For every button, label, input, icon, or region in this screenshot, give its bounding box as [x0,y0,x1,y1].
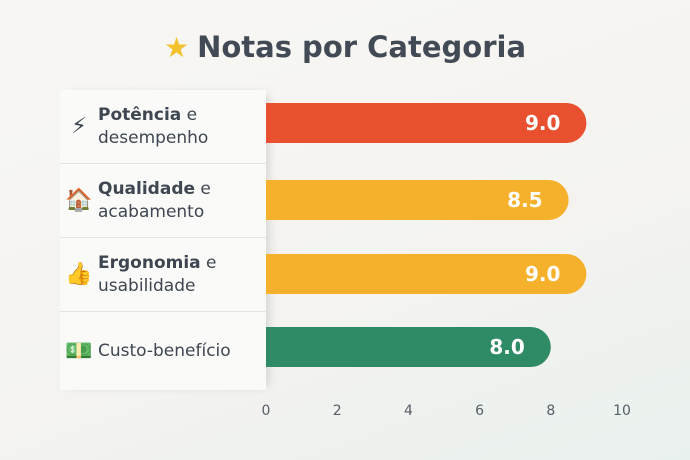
bar [266,103,587,143]
money-icon: 💵 [65,338,93,364]
bar [266,180,569,220]
category-label: 💵 Custo-benefício [60,312,266,390]
category-text: Ergonomia e usabilidade [98,252,217,296]
bar [266,327,551,367]
data-label: 9.0 [525,262,560,286]
x-tick-label: 0 [262,403,271,419]
chart-title: ★ Notas por Categoria [163,30,527,64]
star-icon: ★ [163,31,190,64]
category-label: ⚡ Potência e desempenho [60,90,266,164]
data-label: 8.5 [507,188,542,212]
x-tick-label: 6 [475,403,484,419]
category-panel: ⚡ Potência e desempenho 🏠 Qualidade e acabame… [60,90,266,390]
data-label: 9.0 [525,111,560,135]
x-tick-label: 2 [333,403,342,419]
lightning-icon: ⚡ [71,114,87,139]
house-icon: 🏠 [65,188,93,213]
category-label: 👍 Ergonomia e usabilidade [60,238,266,312]
thumbs-up-icon: 👍 [65,262,93,287]
x-tick-label: 8 [546,403,555,419]
category-label: 🏠 Qualidade e acabamento [60,164,266,238]
category-text: Qualidade e acabamento [98,178,211,222]
x-tick-label: 4 [404,403,413,419]
category-text: Custo-benefício [98,340,231,361]
data-label: 8.0 [489,335,524,359]
bar [266,254,587,294]
x-tick-label: 10 [613,403,631,419]
category-text: Potência e desempenho [98,104,209,148]
